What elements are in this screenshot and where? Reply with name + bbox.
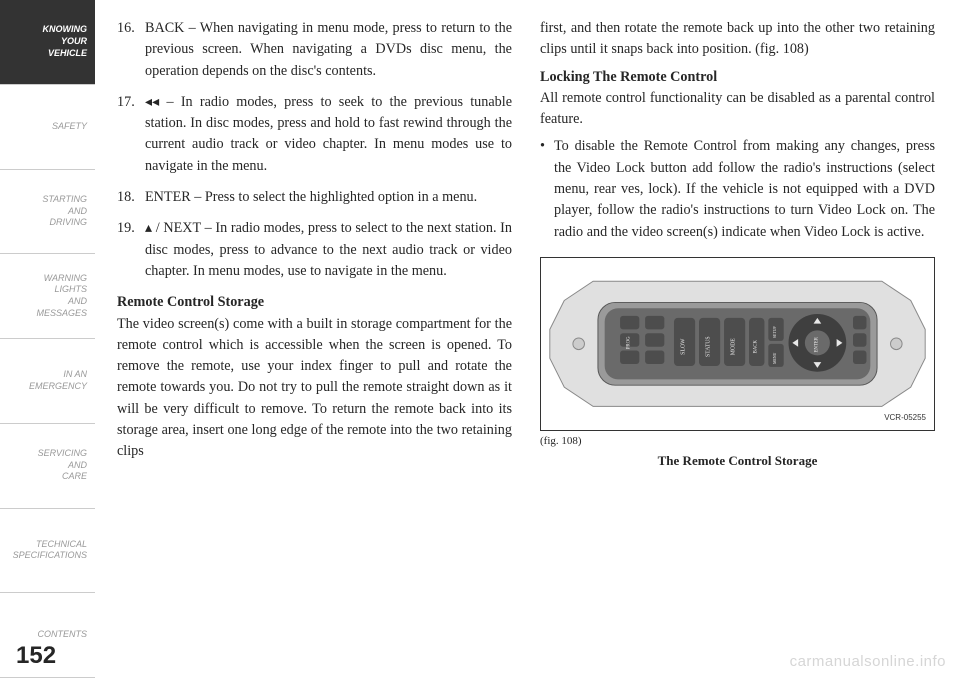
list-number: 17. (117, 92, 145, 177)
list-text: ◂◂ – In radio modes, press to seek to th… (145, 92, 512, 177)
sidebar-item-knowing[interactable]: KNOWINGYOURVEHICLE (0, 0, 95, 85)
svg-text:SLOW: SLOW (681, 338, 687, 355)
list-number: 16. (117, 18, 145, 82)
bullet-item: • To disable the Remote Control from mak… (540, 136, 935, 242)
sidebar-item-technical[interactable]: TECHNICALSPECIFICATIONS (0, 509, 95, 594)
remote-control-image: PROG SLOW STATUS MODE BACK (545, 262, 930, 426)
section-heading: Remote Control Storage (117, 292, 512, 313)
list-number: 18. (117, 187, 145, 208)
left-column: 16. BACK – When navigating in menu mode,… (117, 18, 526, 660)
list-text: BACK – When navigating in menu mode, pre… (145, 18, 512, 82)
paragraph: The video screen(s) come with a built in… (117, 314, 512, 463)
sidebar-item-servicing[interactable]: SERVICINGANDCARE (0, 424, 95, 509)
section-heading: Locking The Remote Control (540, 67, 935, 88)
svg-text:PROG: PROG (627, 336, 632, 349)
sidebar-item-safety[interactable]: SAFETY (0, 85, 95, 170)
list-item: 17. ◂◂ – In radio modes, press to seek t… (117, 92, 512, 177)
list-text: ENTER – Press to select the highlighted … (145, 187, 512, 208)
list-item: 18. ENTER – Press to select the highligh… (117, 187, 512, 208)
page-number: 152 (16, 642, 56, 670)
svg-text:SETUP: SETUP (773, 326, 777, 338)
page: KNOWINGYOURVEHICLE SAFETY STARTINGANDDRI… (0, 0, 960, 678)
figure-reference: (fig. 108) (540, 433, 935, 450)
paragraph: first, and then rotate the remote back u… (540, 18, 935, 61)
figure-code: VCR-05255 (884, 412, 926, 424)
list-item: 19. ▴ / NEXT – In radio modes, press to … (117, 218, 512, 282)
sidebar-item-emergency[interactable]: IN ANEMERGENCY (0, 339, 95, 424)
list-text: ▴ / NEXT – In radio modes, press to sele… (145, 218, 512, 282)
sidebar-item-warning[interactable]: WARNINGLIGHTSANDMESSAGES (0, 254, 95, 339)
svg-text:ENTER: ENTER (814, 336, 819, 352)
sidebar-nav: KNOWINGYOURVEHICLE SAFETY STARTINGANDDRI… (0, 0, 95, 678)
list-number: 19. (117, 218, 145, 282)
content-area: 16. BACK – When navigating in menu mode,… (95, 0, 960, 678)
svg-text:STATUS: STATUS (706, 336, 712, 357)
svg-text:BACK: BACK (754, 339, 759, 353)
paragraph: All remote control functionality can be … (540, 88, 935, 131)
right-column: first, and then rotate the remote back u… (526, 18, 935, 660)
svg-text:MODE: MODE (731, 338, 737, 355)
watermark: carmanualsonline.info (790, 653, 946, 670)
figure-frame: PROG SLOW STATUS MODE BACK (540, 257, 935, 431)
svg-text:MENU: MENU (773, 352, 777, 364)
bullet-text: To disable the Remote Control from makin… (554, 136, 935, 242)
figure-caption: The Remote Control Storage (540, 451, 935, 471)
figure: PROG SLOW STATUS MODE BACK (540, 257, 935, 471)
sidebar-item-starting[interactable]: STARTINGANDDRIVING (0, 170, 95, 255)
bullet-mark: • (540, 136, 554, 242)
list-item: 16. BACK – When navigating in menu mode,… (117, 18, 512, 82)
